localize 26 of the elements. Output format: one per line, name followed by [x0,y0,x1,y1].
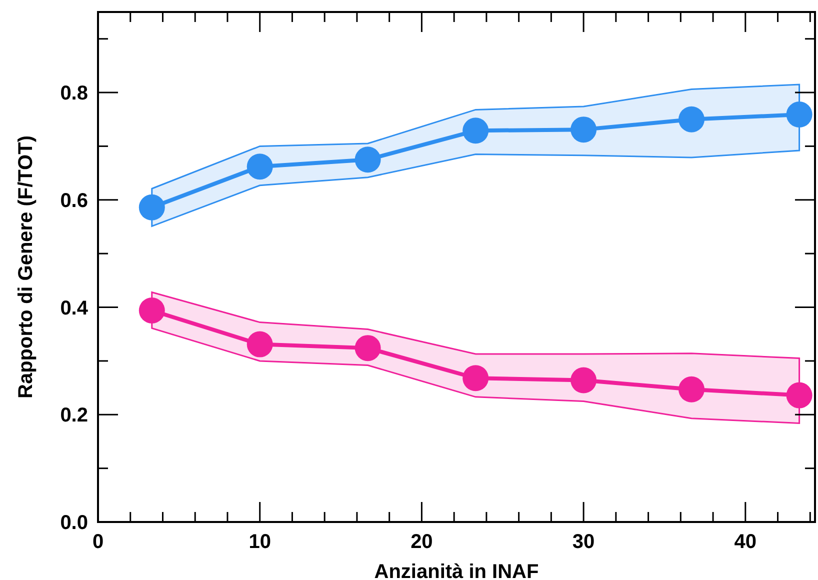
point [138,194,165,220]
point [678,106,705,132]
x-tick-label: 10 [248,531,271,553]
point [462,365,489,392]
y-tick-label: 0.4 [60,297,89,320]
x-tick-label: 40 [734,531,757,553]
point [138,297,165,324]
point [246,154,273,180]
point [570,367,597,394]
point [786,102,812,128]
x-tick-label: 20 [410,531,433,553]
y-axis-title: Rapporto di Genere (F/TOT) [15,136,37,398]
y-tick-label: 0.8 [60,82,88,105]
point [462,118,489,144]
x-axis-title: Anzianità in INAF [374,561,539,580]
x-tick-label: 0 [92,531,104,553]
x-tick-label: 30 [572,531,595,553]
point [246,331,273,358]
point [786,382,812,408]
y-tick-label: 0.6 [60,190,88,212]
point [354,146,381,173]
point [354,335,381,362]
y-tick-label: 0.2 [60,404,88,427]
point [570,116,597,143]
y-tick-label: 0.0 [60,512,88,534]
point [678,376,705,402]
